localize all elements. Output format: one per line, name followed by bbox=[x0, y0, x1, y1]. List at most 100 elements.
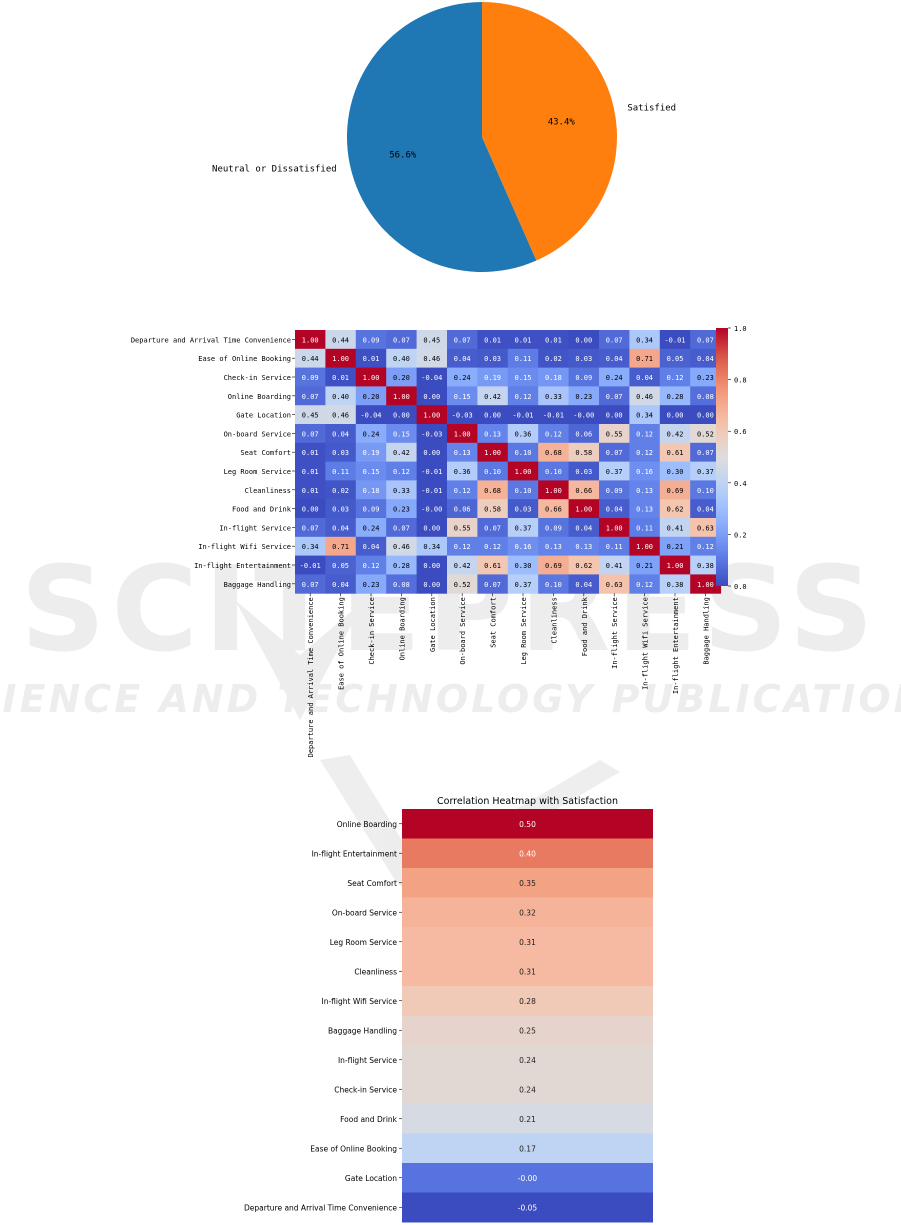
matrix-cell bbox=[416, 480, 448, 500]
satisfaction-row-label: Online Boarding bbox=[337, 820, 397, 829]
matrix-cell-value: 0.13 bbox=[636, 487, 653, 495]
matrix-cell-value: 0.11 bbox=[606, 543, 623, 551]
matrix-row-label: Cleanliness bbox=[245, 487, 291, 495]
satisfaction-row-label: Leg Room Service bbox=[330, 938, 398, 947]
satisfaction-cell bbox=[402, 897, 653, 928]
matrix-cell bbox=[416, 348, 448, 369]
matrix-cell bbox=[599, 367, 630, 387]
matrix-cell-value: 0.63 bbox=[697, 524, 714, 532]
matrix-cell bbox=[629, 367, 661, 387]
matrix-cell bbox=[416, 461, 448, 481]
matrix-cell-value: 0.12 bbox=[545, 430, 562, 438]
matrix-cell bbox=[690, 480, 722, 500]
matrix-cell-value: 0.11 bbox=[332, 468, 349, 476]
matrix-cell-value: 0.10 bbox=[515, 487, 532, 495]
matrix-cell-value: 0.04 bbox=[575, 524, 592, 532]
matrix-cell bbox=[416, 499, 448, 519]
satisfaction-cell-value: 0.31 bbox=[519, 938, 536, 947]
matrix-cell bbox=[477, 442, 509, 463]
matrix-cell bbox=[416, 405, 448, 425]
matrix-cell-value: 0.19 bbox=[484, 374, 501, 382]
matrix-cell-value: 0.52 bbox=[454, 581, 471, 589]
satisfaction-row-label: Ease of Online Booking bbox=[310, 1144, 397, 1153]
matrix-cell bbox=[538, 499, 570, 519]
satisfaction-cell-value: 0.17 bbox=[519, 1144, 536, 1153]
matrix-cell-value: 0.07 bbox=[302, 393, 319, 401]
matrix-cell-value: 0.36 bbox=[454, 468, 471, 476]
matrix-cell-value: 0.44 bbox=[332, 336, 349, 344]
matrix-cell-value: 0.04 bbox=[454, 355, 471, 363]
matrix-col-label: Baggage Handling bbox=[702, 597, 710, 664]
matrix-cell bbox=[568, 330, 600, 350]
matrix-cell bbox=[386, 480, 418, 500]
matrix-cell-value: -0.00 bbox=[421, 506, 442, 514]
matrix-cell-value: 0.00 bbox=[302, 506, 319, 514]
matrix-cell-value: 0.01 bbox=[302, 449, 319, 457]
matrix-cell-value: 0.24 bbox=[363, 524, 380, 532]
matrix-cell bbox=[325, 574, 357, 594]
matrix-cell bbox=[599, 461, 630, 481]
matrix-cell-value: 0.23 bbox=[393, 506, 410, 514]
matrix-cell bbox=[507, 536, 539, 557]
matrix-cell-value: 1.00 bbox=[575, 506, 592, 514]
matrix-cell-value: 0.04 bbox=[697, 355, 714, 363]
matrix-cell-value: -0.01 bbox=[543, 412, 564, 420]
matrix-cell-value: 0.12 bbox=[697, 543, 714, 551]
matrix-cell-value: 0.12 bbox=[484, 543, 501, 551]
matrix-cell-value: 0.45 bbox=[302, 412, 319, 420]
matrix-cell-value: 1.00 bbox=[363, 374, 380, 382]
matrix-cell-value: 0.07 bbox=[606, 336, 623, 344]
matrix-cell-value: 0.34 bbox=[302, 543, 319, 551]
matrix-cell-value: 0.00 bbox=[606, 412, 623, 420]
matrix-cell bbox=[477, 555, 509, 575]
matrix-cell-value: 0.21 bbox=[667, 543, 684, 551]
satisfaction-cell-value: 0.25 bbox=[519, 1026, 536, 1035]
matrix-cell bbox=[386, 574, 418, 594]
matrix-cell-value: 0.40 bbox=[332, 393, 349, 401]
matrix-cell bbox=[355, 555, 387, 575]
matrix-cell-value: 0.13 bbox=[636, 506, 653, 514]
matrix-cell-value: -0.04 bbox=[421, 374, 442, 382]
matrix-cell bbox=[325, 424, 357, 444]
matrix-cell-value: 0.12 bbox=[667, 374, 684, 382]
matrix-cell-value: 0.00 bbox=[484, 412, 501, 420]
matrix-cell-value: 0.61 bbox=[667, 449, 684, 457]
matrix-cell bbox=[538, 424, 570, 444]
matrix-cell-value: 0.42 bbox=[393, 449, 410, 457]
matrix-cell bbox=[447, 461, 478, 481]
matrix-cell-value: 0.16 bbox=[636, 468, 653, 476]
matrix-cell bbox=[477, 386, 509, 406]
matrix-cell-value: 1.00 bbox=[697, 581, 714, 589]
matrix-cell bbox=[447, 442, 478, 463]
matrix-cell bbox=[386, 536, 418, 557]
matrix-cell-value: 0.13 bbox=[575, 543, 592, 551]
matrix-cell-value: 0.10 bbox=[484, 468, 501, 476]
matrix-cell-value: 0.12 bbox=[363, 562, 380, 570]
matrix-cell-value: 0.23 bbox=[363, 581, 380, 589]
matrix-cell-value: 0.42 bbox=[667, 430, 684, 438]
matrix-cell bbox=[690, 424, 722, 444]
matrix-cell-value: 0.23 bbox=[697, 374, 714, 382]
matrix-cell bbox=[538, 442, 570, 463]
matrix-cell-value: 0.09 bbox=[575, 374, 592, 382]
matrix-cell-value: 0.04 bbox=[636, 374, 653, 382]
satisfaction-cell-value: -0.05 bbox=[518, 1203, 538, 1212]
matrix-cell-value: 0.16 bbox=[515, 543, 532, 551]
matrix-cell-value: 0.45 bbox=[423, 336, 440, 344]
matrix-cell bbox=[690, 536, 722, 557]
matrix-cell-value: 0.34 bbox=[636, 336, 653, 344]
matrix-cell bbox=[295, 405, 326, 425]
matrix-cell-value: 0.37 bbox=[606, 468, 623, 476]
matrix-cell bbox=[507, 348, 539, 369]
matrix-col-label: Ease of Online Booking bbox=[338, 597, 346, 690]
matrix-cell bbox=[386, 424, 418, 444]
matrix-cell bbox=[538, 518, 570, 538]
matrix-row-label: Check-in Service bbox=[224, 374, 291, 382]
matrix-cell-value: 0.07 bbox=[697, 336, 714, 344]
matrix-cell bbox=[507, 424, 539, 444]
matrix-cell-value: 0.04 bbox=[575, 581, 592, 589]
matrix-cell bbox=[538, 386, 570, 406]
matrix-cell bbox=[659, 348, 691, 369]
matrix-cell bbox=[690, 518, 722, 538]
matrix-cell bbox=[659, 330, 691, 350]
